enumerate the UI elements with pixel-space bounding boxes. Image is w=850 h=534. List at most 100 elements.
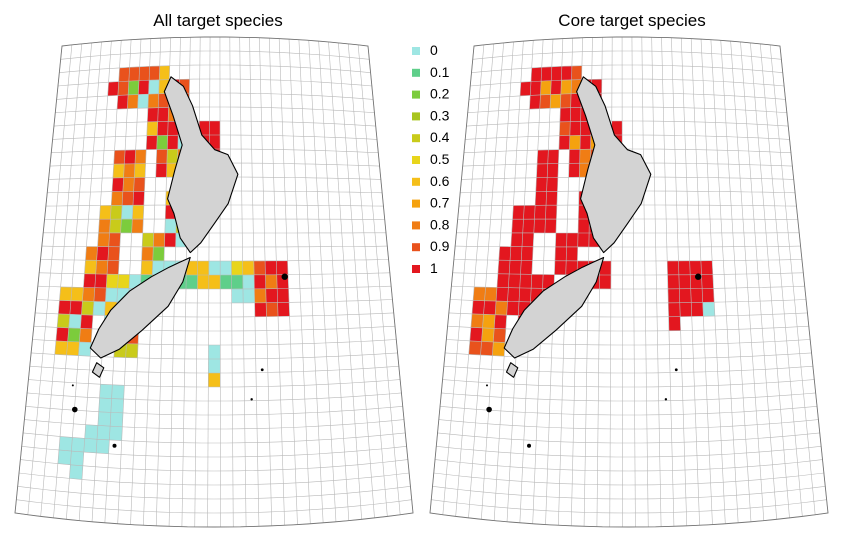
grid-cell	[185, 274, 198, 289]
grid-cell	[96, 439, 110, 454]
grid-cell	[242, 288, 255, 303]
grid-cell	[569, 149, 580, 164]
legend-label: 0.3	[430, 107, 450, 123]
grid-cell	[546, 191, 558, 206]
legend-label: 0.2	[430, 86, 450, 102]
grid-cell	[530, 81, 542, 96]
grid-cell	[132, 191, 145, 206]
grid-cell	[531, 274, 544, 289]
grid-cell	[197, 260, 209, 275]
grid-cell	[510, 246, 522, 261]
grid-cell	[152, 246, 165, 261]
grid-line-vertical	[631, 37, 636, 527]
grid-line-vertical	[357, 44, 401, 515]
grid-cell	[57, 313, 70, 328]
grid-cell	[134, 149, 147, 164]
map-all-target-species: All target species	[14, 11, 414, 528]
grid-cell	[535, 177, 548, 192]
grid-cell	[85, 246, 98, 261]
map-title-core-target-species: Core target species	[558, 11, 705, 30]
grid-cell	[483, 300, 497, 315]
grid-cell	[497, 260, 511, 275]
grid-cell	[689, 260, 702, 275]
grid-cell	[55, 327, 69, 342]
grid-cell	[209, 135, 221, 150]
grid-cell	[156, 135, 168, 150]
grid-line-horizontal	[28, 379, 401, 388]
grid-line-vertical	[239, 37, 247, 527]
grid-cell	[197, 274, 209, 289]
grid-line-vertical	[53, 42, 92, 518]
grid-line-vertical	[229, 37, 234, 527]
grid-cell	[537, 149, 549, 164]
grid-line-horizontal	[29, 365, 399, 374]
chatham-islands	[694, 273, 702, 280]
grid-cell	[678, 260, 691, 275]
grid-cell	[109, 219, 122, 233]
grid-cell	[157, 121, 169, 136]
grid-line-horizontal	[56, 92, 374, 100]
grid-cell	[69, 300, 83, 315]
grid-line-vertical	[759, 43, 803, 517]
grid-cell	[508, 274, 521, 288]
grid-line-horizontal	[432, 486, 826, 500]
grid-cell	[208, 372, 221, 387]
grid-cell	[231, 274, 243, 289]
grid-cell	[117, 94, 129, 110]
grid-cell	[276, 260, 289, 275]
grid-line-vertical	[641, 37, 649, 527]
grid-line-horizontal	[21, 446, 407, 458]
grid-cell	[108, 232, 121, 247]
legend-swatch	[412, 134, 420, 143]
new-zealand-landmass-right	[485, 76, 702, 448]
grid-cell	[107, 246, 120, 261]
grid-cell	[535, 191, 547, 206]
grid-line-vertical	[278, 38, 298, 525]
grid-cell	[208, 358, 221, 373]
grid-cell	[254, 274, 266, 289]
grid-cell	[529, 94, 541, 110]
grid-cell	[148, 79, 160, 95]
grid-cell	[471, 300, 485, 315]
grid-line-vertical	[720, 40, 752, 522]
grid-line-vertical	[66, 41, 102, 520]
grid-cell	[492, 341, 506, 357]
grid-line-horizontal	[31, 352, 398, 360]
grid-cell	[105, 287, 118, 302]
grid-line-horizontal	[25, 406, 403, 416]
grid-line-horizontal	[33, 325, 396, 332]
stewart-island	[91, 362, 105, 378]
legend-swatch	[412, 47, 420, 55]
grid-cell	[702, 302, 715, 317]
grid-line-vertical	[207, 37, 211, 527]
legend-label: 0.4	[430, 129, 450, 145]
legend-label: 0.1	[430, 64, 450, 80]
grid-cell	[498, 246, 511, 261]
grid-line-vertical	[740, 41, 777, 520]
grid-line-horizontal	[450, 299, 807, 304]
grid-line-horizontal	[18, 472, 410, 486]
grid-cell	[98, 397, 112, 413]
grid-cell	[507, 287, 520, 302]
chatham-islands	[281, 273, 288, 280]
grid-cell	[691, 302, 704, 317]
grid-line-vertical	[545, 38, 564, 525]
grid-line-vertical	[481, 41, 514, 520]
grid-cell	[208, 260, 221, 275]
grid-line-vertical	[104, 39, 132, 523]
grid-line-vertical	[308, 40, 337, 522]
grid-cell	[141, 246, 154, 261]
legend-swatch	[412, 177, 420, 186]
grid-line-vertical	[288, 39, 311, 524]
grid-line-vertical	[700, 39, 726, 524]
grid-cell	[541, 66, 552, 82]
grid-cell	[67, 327, 81, 342]
grid-cell	[110, 398, 124, 413]
grid-cell	[118, 67, 130, 82]
grid-line-vertical	[468, 42, 504, 518]
grid-cell	[560, 79, 572, 95]
bounty-islands	[260, 368, 264, 372]
grid-cell	[95, 260, 108, 275]
color-legend: 0 0.1 0.2 0.3 0.4 0.5 0.6 0.7 0.8 0.9 1	[412, 42, 450, 276]
grid-cell	[111, 191, 123, 206]
